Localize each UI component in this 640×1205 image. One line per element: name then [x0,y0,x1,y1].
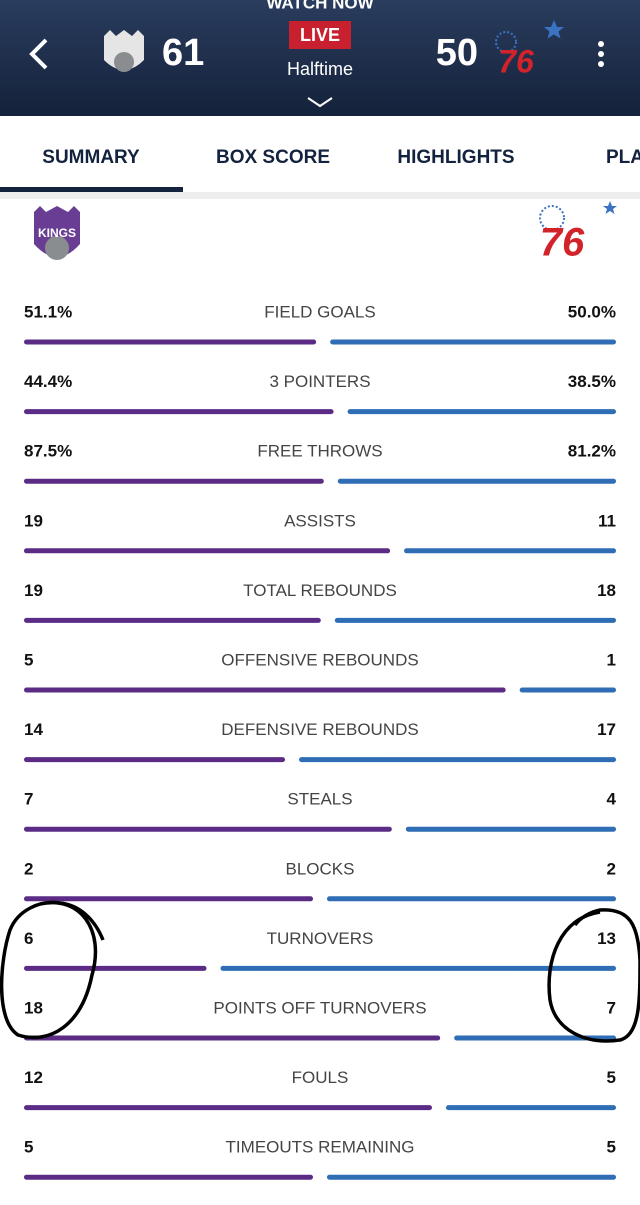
away-bar [24,965,207,971]
home-value: 4 [607,790,617,809]
away-value: 14 [24,720,43,739]
away-value: 18 [24,998,43,1017]
home-logo-small: 76 [498,43,534,79]
away-bar [24,478,324,484]
home-value: 17 [597,720,616,739]
expand-chevron[interactable] [307,97,333,108]
tab[interactable]: PLA [606,147,640,168]
home-bar [404,548,616,554]
away-bar [24,1174,313,1180]
tab[interactable]: HIGHLIGHTS [397,147,514,168]
banner[interactable]: WATCH NOW [266,0,374,12]
home-score: 50 [436,32,478,74]
away-bar [24,548,391,554]
away-bar [24,1035,441,1041]
away-score: 61 [162,32,204,74]
stat-label: TIMEOUTS REMAINING [226,1138,415,1157]
home-logo-ring [495,31,517,53]
home-value: 5 [607,1068,616,1087]
home-bar [330,339,616,345]
stat-label: FIELD GOALS [264,302,375,321]
home-value: 11 [598,511,616,530]
home-bar [334,617,616,623]
stat-label: BLOCKS [286,859,355,878]
annotation-circle [0,900,105,1040]
away-value: 5 [24,1138,33,1157]
stat-label: POINTS OFF TURNOVERS [213,998,426,1017]
home-value: 7 [607,998,616,1017]
home-bar [337,478,616,484]
away-value: 5 [24,650,33,669]
away-bar [24,757,286,763]
away-bar [24,826,392,832]
home-value: 5 [607,1138,616,1157]
stat-label: 3 POINTERS [269,372,370,391]
home-bar [519,687,616,693]
away-value: 44.4% [24,372,72,391]
home-value: 50.0% [568,302,616,321]
home-bar [446,1105,616,1111]
favorite-star[interactable] [544,20,564,39]
away-bar [24,409,334,415]
away-value: 19 [24,581,43,600]
stat-label: DEFENSIVE REBOUNDS [221,720,418,739]
home-value: 1 [607,650,616,669]
annotation-circle [547,908,640,1043]
back-button[interactable] [29,38,48,70]
period: Halftime [287,59,353,79]
more-menu[interactable] [598,41,604,67]
home-value: 18 [597,581,616,600]
home-value: 2 [607,859,616,878]
stat-label: ASSISTS [284,511,356,530]
home-logo-ring [539,205,565,231]
stat-label: TOTAL REBOUNDS [243,581,397,600]
home-bar [327,896,616,902]
away-bar [24,1105,432,1111]
tab-indicator [0,187,183,192]
home-bar [405,826,616,832]
away-logo-small [104,30,144,72]
away-value: 7 [24,790,33,809]
away-value: 12 [24,1068,43,1087]
home-bar [299,757,616,763]
tab[interactable]: SUMMARY [42,147,140,168]
home-value: 13 [597,929,616,948]
away-value: 51.1% [24,302,72,321]
tab-bar [0,116,640,192]
away-value: 6 [24,929,33,948]
away-value: 87.5% [24,442,72,461]
live-badge [289,21,351,49]
home-bar [220,965,617,971]
live-text: LIVE [300,25,340,45]
divider [0,192,640,199]
stats: 51.1% FIELD GOALS 50.0% 44.4% 3 POINTERS 38.5… [24,302,617,1180]
home-bar [327,1174,616,1180]
stat-label: TURNOVERS [267,929,374,948]
home-value: 81.2% [568,442,616,461]
away-value: 19 [24,511,43,530]
home-value: 38.5% [568,372,616,391]
away-logo: KINGS [34,206,80,260]
stat-label: STEALS [287,790,352,809]
away-bar [24,896,313,902]
home-bar [347,409,616,415]
away-logo-text: KINGS [38,226,76,240]
stat-label: FREE THROWS [257,442,382,461]
away-bar [24,617,321,623]
stat-label: FOULS [292,1068,349,1087]
stat-label: OFFENSIVE REBOUNDS [221,650,418,669]
home-star [603,201,617,214]
home-bar [454,1035,616,1041]
home-logo: 76 [540,221,585,265]
tab[interactable]: BOX SCORE [216,147,330,168]
away-bar [24,687,506,693]
away-value: 2 [24,859,33,878]
away-bar [24,339,317,345]
